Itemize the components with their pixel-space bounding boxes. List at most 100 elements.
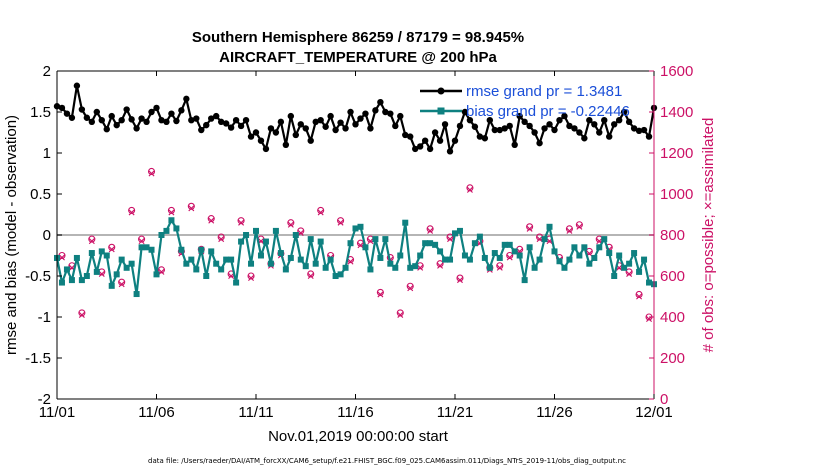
rmse-point [491,126,498,134]
rmse-point [173,117,180,125]
bias-point [641,256,648,263]
rmse-point [615,117,623,124]
rmse-point [118,117,125,124]
obs-possible-point [376,288,384,296]
y-tick-label-left: -1 [38,309,51,326]
rmse-point [576,129,583,136]
obs-assimilated-point [238,219,245,226]
rmse-point [426,145,434,153]
bias-point [491,250,498,257]
rmse-point [128,116,135,123]
rmse-point [297,121,304,128]
rmse-point [322,123,329,130]
bias-point [118,256,125,263]
rmse-point [556,117,563,124]
rmse-point [143,118,150,126]
rmse-point [496,126,503,134]
bias-point [501,241,508,248]
rmse-point [332,126,339,134]
rmse-point [63,110,71,117]
bias-point [601,236,608,243]
bias-point [392,264,399,271]
obs-possible-point [317,206,325,214]
bias-point [68,277,75,284]
bias-point [243,232,250,238]
obs-possible-point [506,251,514,260]
rmse-point [536,139,543,147]
rmse-point [342,125,349,132]
obs-assimilated-point [506,254,513,261]
legend: rmse grand pr = 1.3481 bias grand pr = -… [420,83,630,120]
obs-assimilated-point [138,238,145,245]
obs-assimilated-point [447,236,454,243]
chart-subtitle: AIRCRAFT_TEMPERATURE @ 200 hPa [219,49,497,66]
rmse-point [461,108,469,116]
obs-possible-point [88,235,96,243]
rmse-point [606,133,613,140]
rmse-point [471,123,479,130]
bias-point [377,254,384,261]
bias-point [352,225,359,232]
legend-label-rmse: rmse grand pr = 1.3481 [466,83,622,100]
bias-point [646,279,653,286]
bias-point [138,244,145,251]
rmse-point [292,131,299,139]
rmse-point [198,126,205,134]
x-tick-label: 12/01 [635,404,673,421]
rmse-point [372,107,379,114]
bias-point [257,252,264,259]
bias-point [531,264,538,271]
obs-assimilated-point [88,238,95,245]
bias-point [78,277,85,284]
rmse-point [168,110,175,117]
y-tick-label-left: 2 [43,63,51,80]
rmse-point [402,131,409,139]
obs-assimilated-point [466,186,473,193]
rmse-point [103,126,110,133]
obs-assimilated-point [128,209,135,216]
bias-point [123,264,130,271]
bias-point [297,256,304,263]
rmse-point [357,115,364,122]
obs-possible-point [526,223,534,231]
legend-marker-rmse [437,87,445,95]
rmse-point [431,129,439,136]
rmse-point [466,117,474,124]
bias-point [223,256,230,263]
bias-point [452,230,458,237]
bias-point [73,254,80,261]
obs-possible-point [426,225,434,233]
obs-possible-point [575,221,583,229]
rmse-point [213,112,220,120]
obs-possible-point [406,282,414,290]
x-tick-label: 11/21 [437,404,473,421]
obs-assimilated-point [636,293,643,300]
bias-point [427,240,434,247]
obs-assimilated-point [58,254,65,261]
obs-possible-point [496,262,504,270]
obs-assimilated-point [248,275,255,282]
bias-point [108,282,115,289]
rmse-point [317,117,324,124]
bias-point [397,252,404,259]
rmse-point [158,117,165,124]
rmse-point [446,148,454,155]
x-tick-label: 11/11 [238,404,273,421]
rmse-point [133,125,140,132]
rmse-point [596,129,603,136]
rmse-point [347,108,354,116]
obs-possible-point [217,233,225,241]
rmse-point [302,125,309,132]
rmse-point [247,133,255,140]
bias-point [282,266,289,273]
bias-point [347,240,354,247]
obs-assimilated-point [188,205,195,212]
obs-possible-point [118,278,126,286]
x-tick-label: 11/26 [536,404,572,421]
bias-point [556,258,563,265]
rmse-point [153,104,160,112]
obs-assimilated-point [158,268,165,275]
chart-title: Southern Hemisphere 86259 / 87179 = 98.9… [192,29,524,46]
obs-assimilated-point [456,277,463,284]
